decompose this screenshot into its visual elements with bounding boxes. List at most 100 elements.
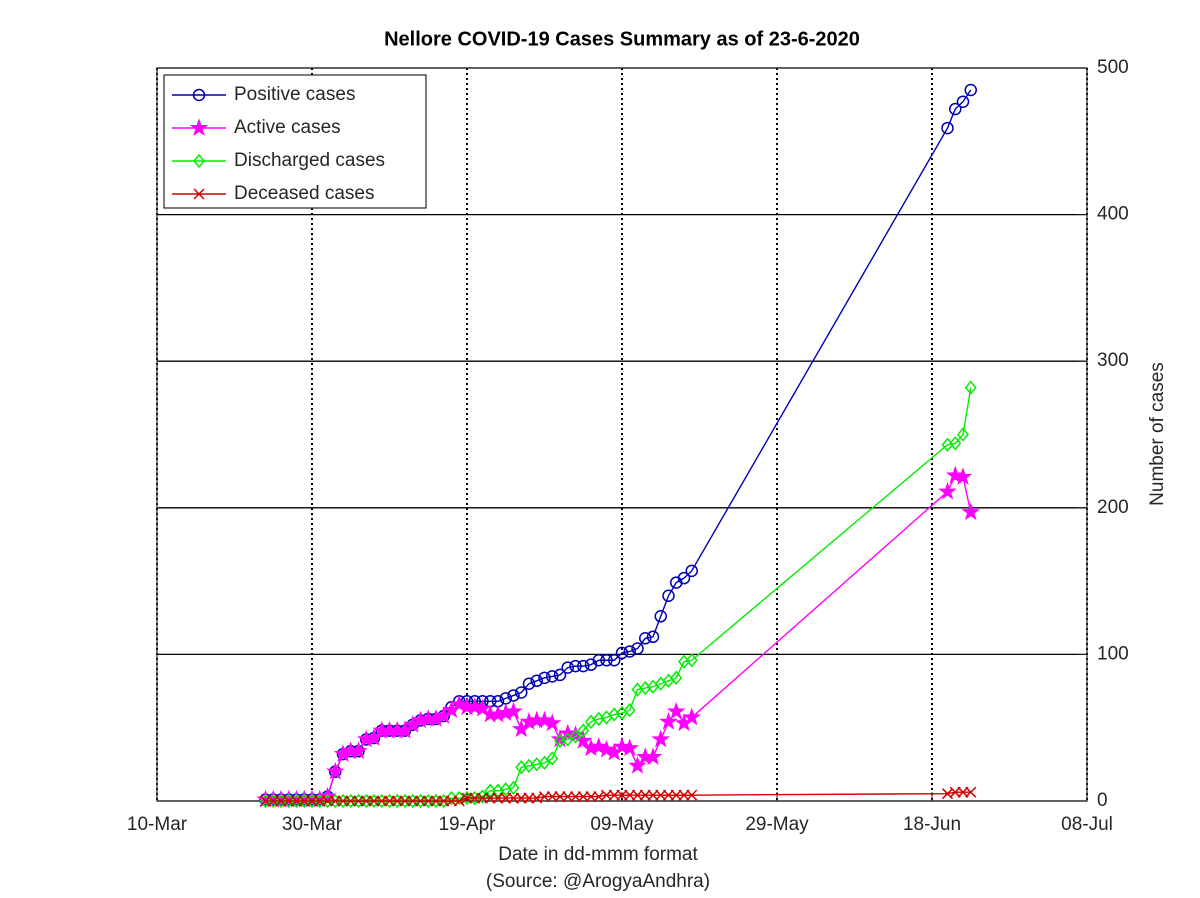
marker	[530, 674, 543, 688]
marker	[321, 793, 334, 809]
marker	[623, 702, 636, 718]
marker	[368, 793, 380, 809]
legend-marker	[193, 188, 205, 200]
marker	[949, 102, 962, 116]
marker	[685, 653, 698, 668]
marker	[391, 793, 404, 809]
chart-title: Nellore COVID-19 Cases Summary as of 23-…	[384, 28, 860, 50]
x-tick-label: 08-Jul	[1061, 814, 1113, 835]
marker	[321, 795, 334, 807]
marker	[941, 121, 954, 135]
legend: Positive cases Active cases Discharged cas…	[163, 74, 427, 209]
marker	[306, 795, 318, 807]
y-tick-label: 200	[1097, 497, 1129, 518]
source-note: (Source: @ArogyaAndhra)	[486, 871, 710, 892]
marker	[961, 502, 981, 521]
plot-frame	[156, 67, 1088, 802]
marker	[476, 792, 489, 804]
legend-label: Positive cases	[234, 84, 355, 105]
marker	[654, 610, 667, 623]
x-tick-label: 19-Apr	[438, 814, 496, 835]
marker	[569, 659, 582, 673]
legend-marker	[189, 118, 209, 136]
x-axis-label: Date in dd-mmm format	[498, 844, 698, 865]
marker	[646, 630, 660, 644]
marker	[313, 793, 326, 809]
marker	[577, 791, 589, 803]
marker	[670, 789, 682, 801]
marker	[953, 467, 973, 485]
marker	[662, 589, 675, 603]
marker	[360, 795, 372, 807]
marker	[345, 795, 357, 807]
marker	[538, 671, 551, 685]
x-tick-label: 29-May	[745, 814, 809, 835]
legend-box	[163, 74, 427, 209]
marker	[964, 83, 977, 97]
marker	[949, 786, 961, 798]
marker	[600, 654, 613, 667]
marker	[957, 427, 969, 442]
marker	[538, 791, 551, 803]
marker	[569, 729, 582, 744]
marker	[585, 791, 597, 803]
marker	[546, 670, 559, 683]
marker	[298, 795, 310, 807]
marker	[554, 791, 566, 803]
marker	[938, 481, 957, 500]
marker	[290, 795, 303, 807]
marker	[546, 751, 559, 766]
marker	[399, 793, 411, 809]
marker	[515, 686, 528, 699]
marker	[662, 789, 675, 801]
marker	[449, 694, 469, 713]
marker	[677, 571, 691, 585]
marker	[507, 792, 520, 804]
marker	[430, 795, 442, 807]
marker	[685, 564, 698, 578]
marker	[507, 689, 520, 702]
marker	[325, 761, 345, 780]
y-axis-label: Number of cases	[1147, 362, 1168, 506]
marker	[275, 795, 287, 807]
marker	[275, 793, 287, 809]
legend-marker	[193, 153, 205, 169]
marker	[957, 786, 969, 798]
marker	[344, 793, 357, 809]
marker	[349, 741, 368, 760]
marker	[597, 739, 616, 758]
marker	[608, 789, 620, 801]
marker	[600, 789, 613, 801]
marker	[283, 795, 295, 807]
marker	[383, 793, 396, 809]
marker	[546, 791, 558, 803]
marker	[647, 789, 659, 801]
marker	[383, 795, 396, 807]
marker	[553, 668, 567, 682]
marker	[500, 792, 512, 804]
marker	[523, 792, 535, 804]
marker	[965, 786, 977, 798]
marker	[352, 795, 365, 807]
marker	[615, 646, 629, 660]
marker	[422, 793, 435, 809]
marker	[368, 795, 380, 807]
x-tick-label: 10-Mar	[127, 814, 188, 835]
marker	[375, 793, 388, 809]
marker	[290, 793, 303, 809]
marker	[298, 793, 311, 809]
marker	[469, 792, 481, 804]
marker	[538, 755, 551, 771]
marker	[631, 642, 644, 655]
marker	[678, 789, 690, 801]
marker	[569, 791, 582, 803]
marker	[956, 95, 970, 108]
marker	[624, 789, 636, 801]
marker	[406, 793, 419, 809]
marker	[376, 795, 388, 807]
y-tick-label: 500	[1097, 57, 1129, 78]
y-tick-label: 300	[1097, 350, 1129, 371]
marker	[620, 738, 640, 757]
marker	[306, 793, 318, 809]
